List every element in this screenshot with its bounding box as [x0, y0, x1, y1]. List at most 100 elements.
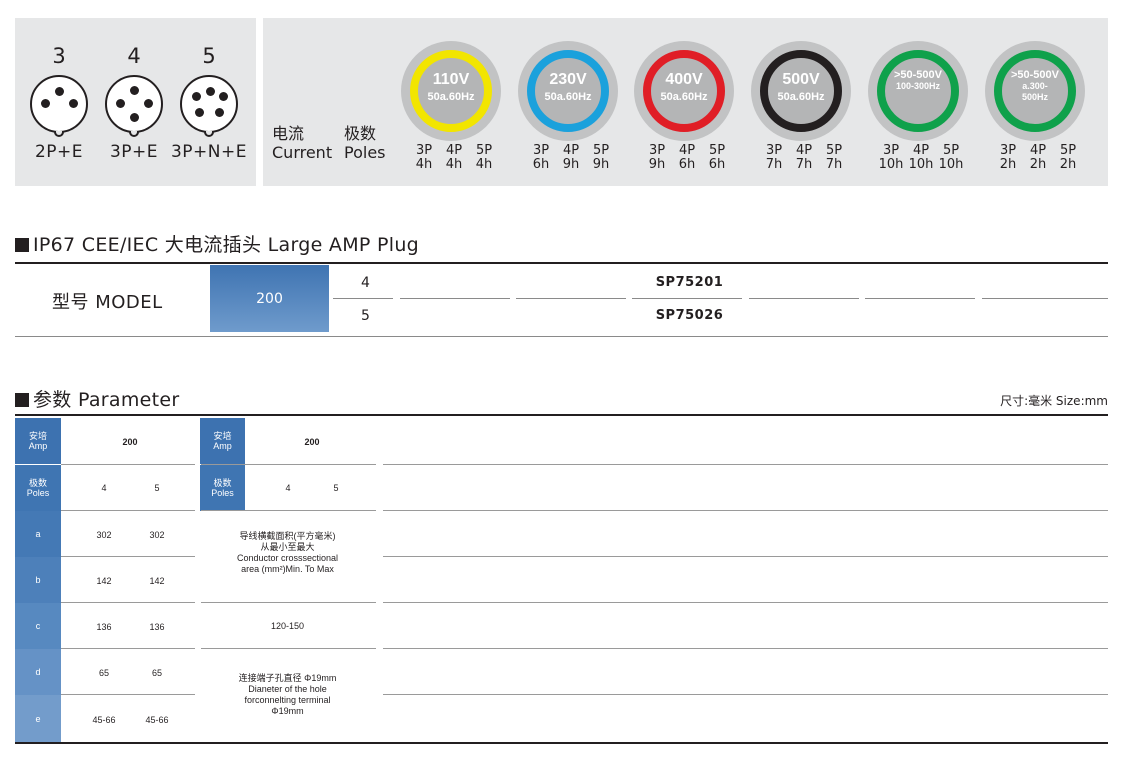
voltage-label: 230V — [549, 71, 587, 88]
hour-label: 4h — [415, 157, 433, 172]
hour-label: 9h — [648, 157, 666, 172]
dim-value: 136 — [96, 622, 112, 632]
hour-label: 9h — [592, 157, 610, 172]
hour-label: 4h — [475, 157, 493, 172]
dim-value: 302 — [96, 530, 112, 540]
divider — [865, 298, 975, 299]
conductor-range: 120-150 — [270, 621, 305, 631]
dim-label-a: a — [15, 511, 61, 557]
divider — [201, 464, 376, 465]
divider — [333, 298, 393, 299]
current-legend: 电流 Current — [272, 124, 333, 162]
dim-label-c: c — [15, 603, 61, 649]
divider — [383, 694, 1108, 695]
hour-label: 6h — [708, 157, 726, 172]
color-band — [410, 50, 492, 132]
amp-cell: 200 — [210, 265, 329, 332]
divider — [400, 298, 510, 299]
color-band — [877, 50, 959, 132]
divider — [383, 648, 1108, 649]
color-band — [643, 50, 725, 132]
pole-label: 5P — [708, 143, 726, 158]
hour-label: 6h — [678, 157, 696, 172]
divider — [61, 464, 195, 465]
pin-face-icon — [30, 75, 88, 137]
frequency-label: 50a.60Hz — [777, 91, 825, 103]
pin-face-icon — [105, 75, 163, 137]
hour-label: 2h — [1029, 157, 1047, 172]
hour-label: 7h — [825, 157, 843, 172]
dim-value: 302 — [149, 530, 165, 540]
amp-label: 安培 Amp — [200, 418, 245, 464]
pole-label: 5P — [592, 143, 610, 158]
pole-label: 4P — [795, 143, 813, 158]
pole-label: 3P — [999, 143, 1017, 158]
pole-label: 3P — [648, 143, 666, 158]
pole-label: 4P — [1029, 143, 1047, 158]
divider — [383, 556, 1108, 557]
amp-value: 200 — [122, 437, 138, 447]
voltage-rating-panel: 电流 Current 极数 Poles 110V 50a.60Hz 3P 4h 4P 4h… — [263, 18, 1108, 186]
hour-label: 10h — [938, 157, 964, 172]
pole-label: 4P — [912, 143, 930, 158]
model-number: SP75026 — [655, 308, 724, 323]
pin-face-icon — [180, 75, 238, 137]
frequency-label: 50a.60Hz — [427, 91, 475, 103]
poles-label: 极数 Poles — [15, 465, 61, 511]
pole-label: 3P — [532, 143, 550, 158]
dim-value: 65 — [151, 668, 162, 678]
voltage-ring-icon: >50-500V 100-300Hz — [868, 41, 968, 141]
pole-label: 4P — [562, 143, 580, 158]
connector-label: 3P+E — [109, 142, 159, 162]
connector-label: 2P+E — [34, 142, 84, 162]
dim-label-e: e — [15, 695, 61, 742]
divider — [749, 298, 859, 299]
divider — [61, 694, 195, 695]
frequency-label: 100-300Hz — [895, 81, 941, 91]
voltage-label: 500V — [782, 71, 820, 88]
divider — [201, 510, 376, 511]
hour-label: 6h — [532, 157, 550, 172]
divider — [383, 602, 1108, 603]
amp-value: 200 — [304, 437, 320, 447]
model-number: SP75201 — [655, 275, 724, 290]
hour-label: 2h — [999, 157, 1017, 172]
divider — [15, 742, 1108, 744]
conductor-note: 导线横截面积(平方毫米) 从最小至最大 Conductor crosssecti… — [236, 531, 339, 574]
hour-label: 10h — [878, 157, 904, 172]
dim-value: 142 — [96, 576, 112, 586]
dim-label-d: d — [15, 649, 61, 695]
voltage-ring-icon: 400V 50a.60Hz — [634, 41, 734, 141]
size-unit: 尺寸:毫米 Size:mm — [1000, 394, 1108, 408]
pole-label: 3P — [882, 143, 900, 158]
pole-count: 4 — [361, 275, 370, 291]
divider — [201, 602, 376, 603]
pole-label: 5P — [475, 143, 493, 158]
connector-label: 3P+N+E — [170, 142, 247, 162]
divider — [61, 648, 195, 649]
divider — [383, 464, 1108, 465]
poles-value: 5 — [154, 483, 160, 493]
voltage-label: 110V — [432, 71, 470, 88]
pole-label: 5P — [1059, 143, 1077, 158]
voltage-label: >50-500V — [893, 69, 942, 81]
pole-label: 5P — [942, 143, 960, 158]
poles-value: 4 — [101, 483, 107, 493]
connector-pin-panel: 3 2P+E 4 3P+E 5 3P+N — [15, 18, 256, 186]
divider — [61, 510, 195, 511]
divider — [61, 556, 195, 557]
divider — [982, 298, 1108, 299]
divider — [15, 414, 1108, 416]
voltage-ring-icon: 500V 50a.60Hz — [751, 41, 851, 141]
amp-label: 安培 Amp — [15, 418, 61, 464]
pole-count: 5 — [361, 308, 370, 324]
divider — [516, 298, 626, 299]
divider — [383, 510, 1108, 511]
frequency-label: 50a.60Hz — [660, 91, 708, 103]
divider — [61, 602, 195, 603]
divider — [201, 648, 376, 649]
dim-value: 136 — [149, 622, 165, 632]
plug-section-title: IP67 CEE/IEC 大电流插头 Large AMP Plug — [15, 230, 419, 257]
connector-number: 5 — [202, 44, 216, 68]
divider — [15, 262, 1108, 264]
